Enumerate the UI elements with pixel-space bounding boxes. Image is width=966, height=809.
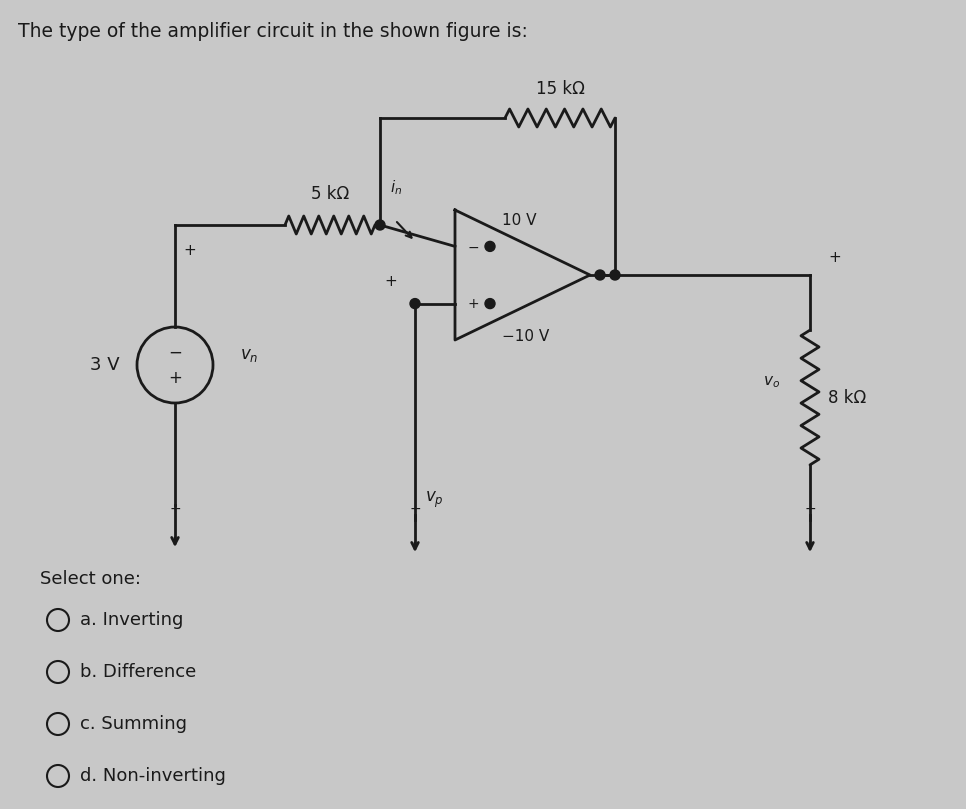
Text: b. Difference: b. Difference: [80, 663, 196, 681]
Text: $+$: $+$: [384, 273, 397, 289]
Text: $-$: $-$: [409, 501, 421, 515]
Text: c. Summing: c. Summing: [80, 715, 187, 733]
Text: $-$: $-$: [169, 501, 181, 515]
Text: The type of the amplifier circuit in the shown figure is:: The type of the amplifier circuit in the…: [18, 22, 527, 41]
Text: $+$: $+$: [183, 243, 196, 258]
Text: 8 kΩ: 8 kΩ: [828, 388, 867, 406]
Text: −10 V: −10 V: [502, 328, 550, 344]
Text: $v_o$: $v_o$: [763, 375, 780, 391]
Text: $v_p$: $v_p$: [425, 490, 443, 510]
Text: $+$: $+$: [828, 250, 841, 265]
Text: $-$: $-$: [467, 239, 479, 253]
Circle shape: [375, 220, 385, 230]
Text: $+$: $+$: [168, 369, 182, 387]
Text: $-$: $-$: [168, 343, 182, 361]
Text: 5 kΩ: 5 kΩ: [311, 185, 349, 203]
Text: 3 V: 3 V: [91, 356, 120, 374]
Circle shape: [595, 270, 605, 280]
Text: a. Inverting: a. Inverting: [80, 611, 184, 629]
Circle shape: [410, 299, 420, 308]
Circle shape: [610, 270, 620, 280]
Circle shape: [485, 241, 495, 252]
Text: 15 kΩ: 15 kΩ: [535, 80, 584, 98]
Text: $+$: $+$: [467, 297, 479, 311]
Circle shape: [485, 299, 495, 308]
Text: $-$: $-$: [804, 501, 816, 515]
Text: $i_n$: $i_n$: [390, 178, 402, 197]
Text: Select one:: Select one:: [40, 570, 141, 588]
Text: $v_n$: $v_n$: [240, 346, 259, 364]
Text: 10 V: 10 V: [502, 214, 536, 228]
Text: d. Non-inverting: d. Non-inverting: [80, 767, 226, 785]
